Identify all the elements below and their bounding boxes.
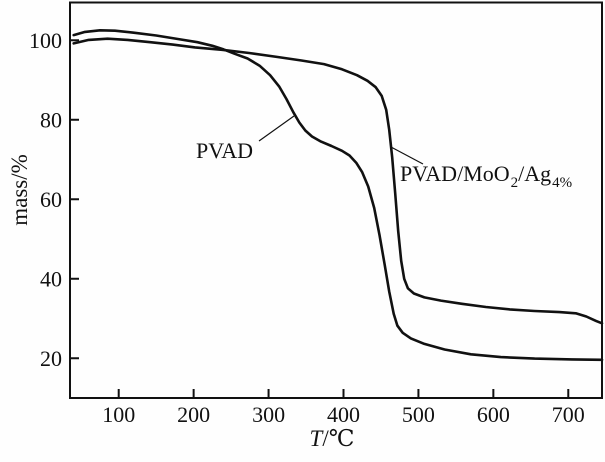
label-text-part: PVAD/MoO xyxy=(400,161,510,186)
leader-line-pvad xyxy=(258,115,295,142)
label-text-part: 4% xyxy=(552,175,573,191)
y-tick-label: 40 xyxy=(40,266,62,291)
x-tick-label: 100 xyxy=(102,402,135,427)
x-tick-label: 600 xyxy=(477,402,510,427)
label-text-part: /Ag xyxy=(518,161,552,186)
y-axis-title: mass/% xyxy=(7,154,32,226)
x-tick-label: 300 xyxy=(252,402,285,427)
leader-line-comp xyxy=(390,146,424,165)
curve-pvad xyxy=(72,29,604,362)
x-tick-label: 500 xyxy=(402,402,435,427)
y-tick-label: 100 xyxy=(29,28,62,53)
x-axis-title: T/℃ xyxy=(272,426,392,452)
annotation-pvad-moo2-ag4: PVAD/MoO2/Ag4% xyxy=(400,161,572,191)
label-text-part: 2 xyxy=(510,175,519,191)
label-text-part: /℃ xyxy=(322,426,355,451)
annotation-pvad: PVAD xyxy=(196,138,253,164)
label-text-part: PVAD xyxy=(196,138,254,163)
x-tick-label: 200 xyxy=(177,402,210,427)
y-tick-label: 60 xyxy=(40,187,62,212)
y-tick-label: 80 xyxy=(40,107,62,132)
y-tick-label: 20 xyxy=(40,346,62,371)
label-text-part: T xyxy=(309,426,323,451)
curve-pvad-moo2-ag4- xyxy=(72,37,604,325)
plot-frame xyxy=(69,1,603,399)
x-tick-label: 400 xyxy=(327,402,360,427)
x-tick-label: 700 xyxy=(552,402,585,427)
